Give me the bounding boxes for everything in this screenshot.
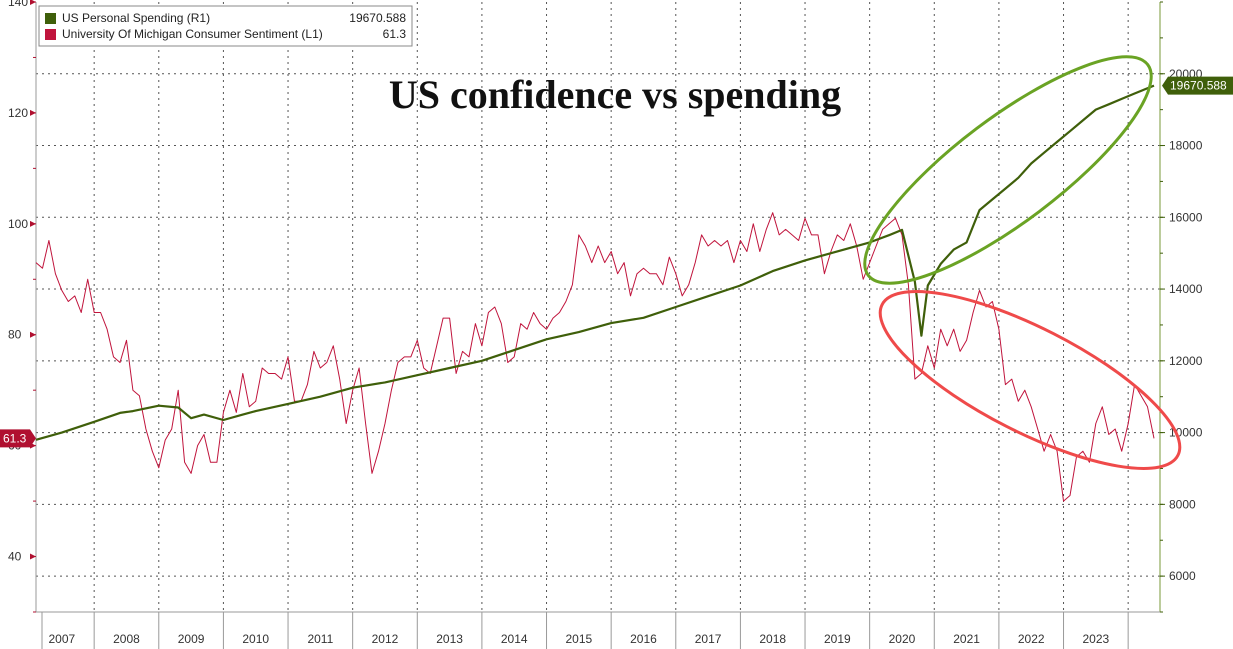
year-label: 2015 [565,632,592,646]
legend-swatch [45,29,56,40]
left-last-value-label: 61.3 [3,431,27,445]
legend-label: US Personal Spending (R1) [62,11,210,25]
red-ellipse-annotation [878,290,1182,470]
year-label: 2013 [436,632,463,646]
legend-label: University Of Michigan Consumer Sentimen… [62,27,323,41]
left-tick-label: 80 [8,328,22,342]
series [35,84,1155,502]
right-last-value-tag [1162,76,1233,95]
right-tick-label: 16000 [1169,210,1203,224]
legend-swatch [45,13,56,24]
right-tick-label: 6000 [1169,569,1196,583]
green-ellipse-annotation [863,55,1153,285]
legend: US Personal Spending (R1) 19670.588 Univer… [38,5,413,47]
right-tick-label: 14000 [1169,282,1203,296]
axes: 6000800010000120001400016000180002000040… [8,0,1203,649]
year-label: 2017 [695,632,722,646]
year-label: 2010 [242,632,269,646]
right-tick-label: 18000 [1169,139,1203,153]
right-last-value-label: 19670.588 [1170,79,1227,93]
right-tick-label: 12000 [1169,354,1203,368]
left-tick-label: 40 [8,550,22,564]
grid [36,2,1160,612]
year-label: 2022 [1018,632,1045,646]
left-tick-label: 100 [8,217,28,231]
year-label: 2009 [178,632,205,646]
legend-value: 19670.588 [349,11,406,25]
left-last-value-tag [0,429,36,448]
year-label: 2016 [630,632,657,646]
year-label: 2011 [307,632,333,646]
annotations [863,55,1182,470]
year-label: 2014 [501,632,528,646]
chart-title: US confidence vs spending [389,72,841,117]
year-label: 2020 [889,632,916,646]
last-value-labels: 19670.588 61.3 [0,76,1233,448]
year-label: 2008 [113,632,140,646]
year-label: 2023 [1082,632,1109,646]
left-tick-label: 120 [8,106,28,120]
year-label: 2021 [953,632,980,646]
left-tick-label: 140 [8,0,28,9]
year-label: 2019 [824,632,851,646]
legend-value: 61.3 [383,27,407,41]
year-label: 2018 [759,632,786,646]
year-label: 2012 [372,632,399,646]
right-tick-label: 8000 [1169,497,1196,511]
spending-line [35,84,1155,441]
year-label: 2007 [48,632,75,646]
legend-box [38,5,413,47]
